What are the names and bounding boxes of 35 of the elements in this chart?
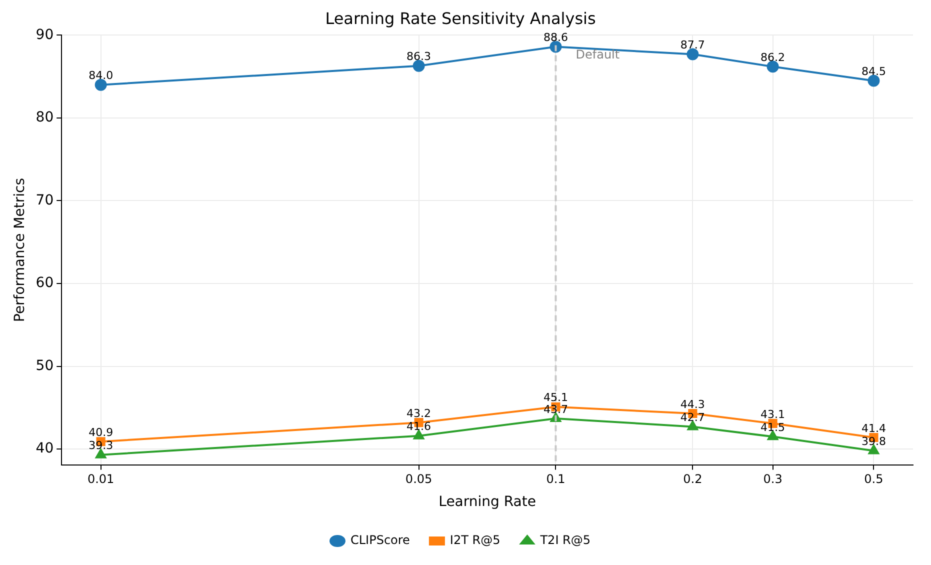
chart-title: Learning Rate Sensitivity Analysis <box>325 8 596 28</box>
legend-label: T2I R@5 <box>539 533 591 548</box>
data-label: 44.3 <box>680 398 705 411</box>
legend-label: I2T R@5 <box>450 533 500 548</box>
ref-line-label: Default <box>576 47 620 62</box>
x-tick-label: 0.05 <box>405 472 432 486</box>
y-tick-label: 50 <box>36 358 54 374</box>
data-label: 84.5 <box>861 65 886 78</box>
data-label: 40.9 <box>88 426 114 439</box>
data-label: 41.4 <box>861 422 886 435</box>
data-label: 39.3 <box>88 439 114 452</box>
data-label: 43.1 <box>760 408 786 421</box>
data-label: 39.8 <box>861 435 886 448</box>
data-label: 42.7 <box>680 411 705 424</box>
data-label: 87.7 <box>680 38 705 52</box>
y-tick-label: 90 <box>36 26 54 43</box>
data-label: 43.2 <box>406 406 432 420</box>
y-tick-label: 80 <box>36 110 54 126</box>
data-label: 45.1 <box>543 391 568 404</box>
x-tick-label: 0.2 <box>683 472 702 486</box>
legend-label: CLIPScore <box>350 533 410 548</box>
y-axis-title: Performance Metrics <box>12 178 28 322</box>
x-tick-label: 0.3 <box>763 472 782 486</box>
y-tick-label: 60 <box>36 275 54 292</box>
x-tick-label: 0.01 <box>87 472 114 486</box>
x-tick-label: 0.1 <box>546 472 566 486</box>
data-label: 86.3 <box>406 50 432 64</box>
data-label: 88.6 <box>543 31 568 44</box>
x-tick-label: 0.5 <box>864 472 884 486</box>
y-tick-label: 70 <box>36 192 54 208</box>
y-tick-label: 40 <box>36 440 54 457</box>
data-label: 84.0 <box>88 69 114 82</box>
data-label: 41.6 <box>406 420 432 434</box>
x-axis-title: Learning Rate <box>438 494 536 510</box>
data-label: 86.2 <box>760 51 786 64</box>
